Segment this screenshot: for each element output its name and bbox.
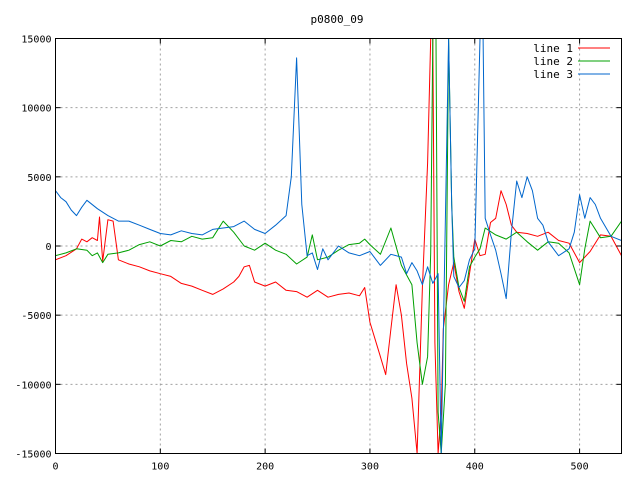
y-tick-label: 15000 <box>21 35 51 46</box>
series-layer <box>55 38 622 454</box>
y-tick-label: 5000 <box>27 173 51 184</box>
tick-layer: 0 100 200 300 400 500 15000 10000 5000 0 -5000 -100… <box>15 35 622 473</box>
x-tick-label: 500 <box>571 462 589 473</box>
x-tick-label: 100 <box>151 462 169 473</box>
legend-label-2: line 2 <box>533 55 573 68</box>
y-tick-label: 10000 <box>21 104 51 115</box>
x-tick-label: 300 <box>361 462 379 473</box>
y-tick-label: -10000 <box>15 380 51 391</box>
y-tick-label: -15000 <box>15 450 51 461</box>
chart-title: p0800_09 <box>311 13 364 26</box>
y-tick-label: -5000 <box>21 311 51 322</box>
x-tick-label: 200 <box>256 462 274 473</box>
legend-label-1: line 1 <box>533 42 573 55</box>
series-line-2 <box>55 38 622 454</box>
series-line-3 <box>55 38 622 454</box>
legend-label-3: line 3 <box>533 68 573 81</box>
series-line-1 <box>55 38 622 454</box>
x-tick-label: 0 <box>52 462 58 473</box>
x-tick-label: 400 <box>466 462 484 473</box>
y-tick-label: 0 <box>45 242 51 253</box>
